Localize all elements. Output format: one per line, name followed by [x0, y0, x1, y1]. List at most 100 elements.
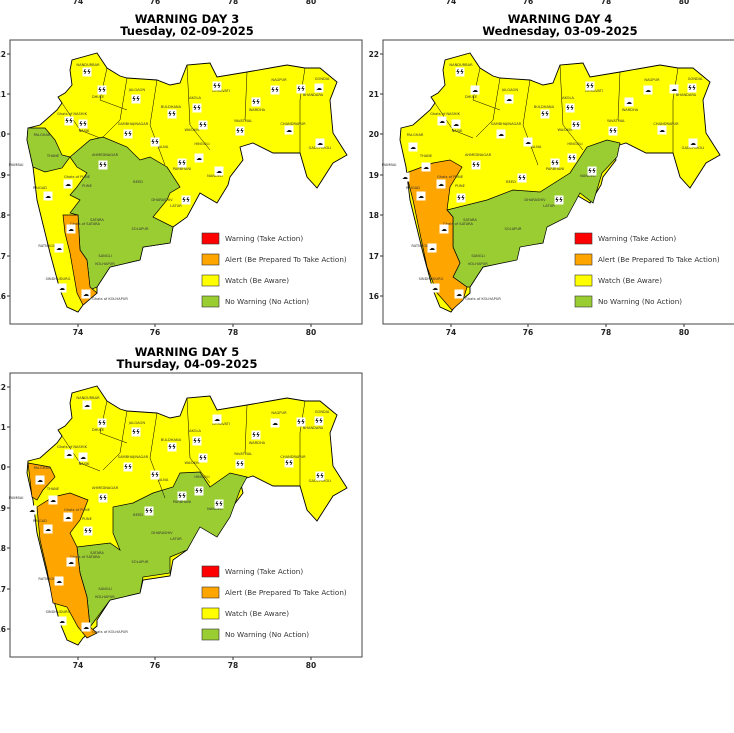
y-tick-label: 17: [0, 585, 6, 594]
top-strip-tick-label: 74: [73, 0, 83, 6]
district-label: SOLAPUR: [132, 560, 149, 564]
thunderstorm-icon: ϟϟ: [235, 126, 245, 136]
legend-swatch-alert: [201, 253, 220, 266]
district-label: BULDHANA: [161, 438, 182, 442]
heavy-rain-icon: ☁: [64, 449, 74, 459]
district-label: Ghats of KOLHAPUR: [92, 630, 128, 634]
heavy-rain-icon: ☁: [523, 137, 533, 147]
y-tick-label: 17: [0, 252, 6, 261]
district-label: DHULE: [465, 95, 478, 99]
district-label: HINGOLI: [194, 475, 209, 479]
heavy-rain-icon: ☁: [81, 289, 91, 299]
y-tick-label: 16: [0, 625, 6, 634]
district-label: CHANDRAPUR: [280, 455, 306, 459]
y-tick-label: 17: [369, 252, 379, 261]
district-label: NAGPUR: [271, 78, 287, 82]
svg-text:☁: ☁: [690, 140, 696, 147]
thunderstorm-icon: ϟϟ: [585, 81, 595, 91]
district-label: Ghats of KOLHAPUR: [465, 297, 501, 301]
district-label: PUNE: [455, 184, 465, 188]
svg-text:☁: ☁: [56, 245, 62, 252]
district-label: BULDHANA: [161, 105, 182, 109]
district-label: NANDED: [207, 507, 223, 511]
district-label: NANDED: [207, 174, 223, 178]
no-warning-region: [26, 127, 71, 173]
heavy-rain-icon: ☁: [35, 475, 45, 485]
district-label: NANDURBAR: [449, 63, 473, 67]
district-label: WASHIM: [185, 128, 200, 132]
svg-text:ϟϟ: ϟϟ: [315, 418, 323, 425]
svg-text:ϟϟ: ϟϟ: [297, 86, 305, 93]
thunderstorm-icon: ϟϟ: [270, 85, 280, 95]
heavy-rain-icon: ☁: [657, 125, 667, 135]
district-border: [61, 435, 101, 472]
district-border: [186, 64, 211, 151]
district-label: CHANDRAPUR: [653, 122, 679, 126]
alert-region: [62, 214, 98, 306]
svg-text:ϟϟ: ϟϟ: [551, 160, 559, 167]
district-label: CHANDRAPUR: [280, 122, 306, 126]
heavy-rain-icon: ☁: [270, 418, 280, 428]
heavy-rain-icon: ☁: [624, 97, 634, 107]
svg-text:ϟϟ: ϟϟ: [178, 493, 186, 500]
svg-text:☁: ☁: [272, 420, 278, 427]
district-label: Ghats of NASHIK: [57, 445, 87, 449]
district-label: THANE: [46, 154, 60, 158]
svg-text:ϟϟ: ϟϟ: [588, 168, 596, 175]
svg-text:☁: ☁: [441, 226, 447, 233]
thunderstorm-icon: ϟϟ: [181, 195, 191, 205]
thunderstorm-icon: ϟϟ: [192, 436, 202, 446]
district-border: [475, 77, 501, 138]
legend-label: Warning (Take Action): [225, 234, 303, 243]
thunderstorm-icon: ϟϟ: [587, 166, 597, 176]
district-border: [102, 77, 128, 138]
map-title: WARNING DAY 3: [135, 12, 240, 26]
district-border: [149, 412, 166, 499]
district-label: RATNAGIRI: [38, 577, 57, 581]
map-date: Tuesday, 02-09-2025: [120, 24, 254, 38]
district-label: AKOLA: [189, 429, 202, 433]
x-tick-label: 80: [306, 328, 316, 337]
thunderstorm-icon: ϟϟ: [150, 470, 160, 480]
district-label: SINDHUDURG: [46, 610, 71, 614]
heavy-rain-icon: ☁: [504, 94, 514, 104]
district-label: Ghats of NASHIK: [57, 112, 87, 116]
x-tick-label: 78: [228, 661, 238, 670]
svg-text:☁: ☁: [83, 291, 89, 298]
thunderstorm-icon: ϟϟ: [540, 109, 550, 119]
svg-text:ϟϟ: ϟϟ: [195, 488, 203, 495]
heavy-rain-icon: ☁: [63, 179, 73, 189]
x-tick-label: 74: [73, 328, 83, 337]
y-tick-label: 22: [0, 50, 6, 59]
heavy-rain-icon: ☁: [315, 138, 325, 148]
thunderstorm-icon: ϟϟ: [83, 526, 93, 536]
heavy-rain-icon: ☁: [430, 283, 440, 293]
svg-text:ϟϟ: ϟϟ: [193, 105, 201, 112]
svg-text:ϟϟ: ϟϟ: [568, 155, 576, 162]
y-tick-label: 16: [369, 292, 379, 301]
district-border: [102, 410, 128, 471]
svg-text:ϟϟ: ϟϟ: [98, 87, 106, 94]
thunderstorm-icon: ϟϟ: [123, 462, 133, 472]
district-label: PARBHANI: [546, 167, 564, 171]
district-label: LATUR: [170, 204, 182, 208]
district-label: DHARASHIV: [151, 198, 173, 202]
svg-text:ϟϟ: ϟϟ: [151, 472, 159, 479]
district-label: YAVATMAL: [234, 119, 252, 123]
thunderstorm-icon: ϟϟ: [565, 103, 575, 113]
svg-text:ϟϟ: ϟϟ: [688, 85, 696, 92]
thunderstorm-icon: ϟϟ: [212, 81, 222, 91]
district-label: JALNA: [157, 145, 169, 149]
heavy-rain-icon: ☁: [63, 512, 73, 522]
svg-text:ϟϟ: ϟϟ: [84, 528, 92, 535]
district-label: JALGAON: [128, 421, 145, 425]
svg-text:☁: ☁: [525, 139, 531, 146]
district-label: NANDED: [580, 174, 596, 178]
svg-text:☁: ☁: [418, 193, 424, 200]
map-date: Wednesday, 03-09-2025: [482, 24, 637, 38]
legend-swatch-no-warning: [201, 628, 220, 641]
heavy-rain-icon: ☁: [66, 557, 76, 567]
x-tick-label: 76: [523, 328, 533, 337]
district-border: [472, 67, 501, 111]
top-strip-tick-label: 74: [446, 0, 456, 6]
